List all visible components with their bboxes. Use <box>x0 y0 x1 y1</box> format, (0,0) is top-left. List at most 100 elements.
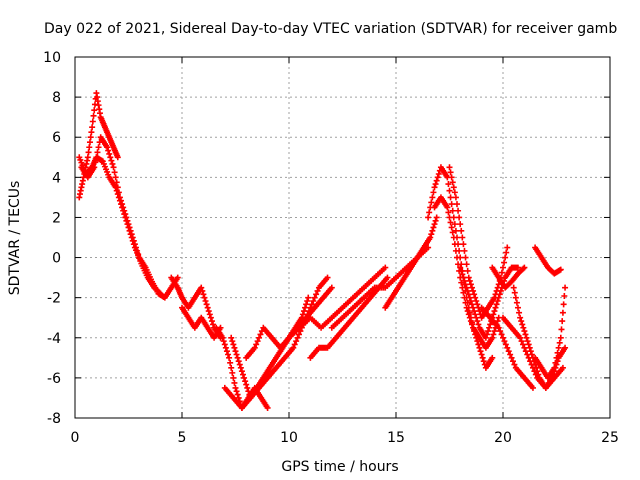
data-point <box>524 338 531 345</box>
data-point <box>86 139 93 146</box>
data-point <box>475 321 482 328</box>
data-point <box>199 287 206 294</box>
data-point <box>552 359 559 366</box>
data-point <box>559 364 566 371</box>
data-point <box>304 298 311 305</box>
data-point <box>471 291 478 298</box>
data-point <box>134 247 141 254</box>
data-point <box>131 241 138 248</box>
data-point <box>237 364 244 371</box>
data-point <box>555 344 562 351</box>
data-point <box>445 181 452 188</box>
data-point <box>527 348 534 355</box>
data-point <box>293 338 300 345</box>
series-arc10 <box>286 264 389 341</box>
data-point <box>104 144 111 151</box>
data-point <box>106 150 113 157</box>
data-point <box>483 331 490 338</box>
data-point <box>109 160 116 167</box>
series-arc18 <box>478 304 536 391</box>
data-point <box>88 129 95 136</box>
data-point <box>501 259 508 266</box>
data-point <box>429 227 436 234</box>
data-point <box>241 374 248 381</box>
data-point <box>92 159 99 166</box>
data-point <box>517 314 524 321</box>
data-point <box>472 311 479 318</box>
data-point <box>467 298 474 305</box>
y-tick-label: 10 <box>43 50 61 66</box>
data-point <box>305 294 312 301</box>
y-tick-label: 6 <box>52 130 61 146</box>
data-point <box>554 349 561 356</box>
data-point <box>126 224 133 231</box>
data-point <box>452 247 459 254</box>
series-arc13 <box>382 214 440 311</box>
data-point <box>233 388 240 395</box>
data-point <box>493 301 500 308</box>
data-point <box>207 314 214 321</box>
data-point <box>254 338 261 345</box>
data-point <box>476 344 483 351</box>
data-point <box>220 338 227 345</box>
data-point <box>431 184 438 191</box>
data-point <box>461 247 468 254</box>
data-point <box>471 308 478 315</box>
data-point <box>562 344 569 351</box>
data-point <box>466 314 473 321</box>
series-arc3 <box>78 134 181 301</box>
data-point <box>460 289 467 296</box>
data-point <box>478 351 485 358</box>
data-point <box>497 287 504 294</box>
data-point <box>242 378 249 385</box>
data-point <box>462 299 469 306</box>
data-point <box>533 364 540 371</box>
data-point <box>227 359 234 366</box>
data-point <box>523 334 530 341</box>
data-point <box>426 209 433 216</box>
data-point <box>91 107 98 114</box>
data-point <box>520 324 527 331</box>
data-point <box>468 321 475 328</box>
data-point <box>93 154 100 161</box>
data-point <box>559 318 566 325</box>
data-point <box>128 231 135 238</box>
plot-frame <box>74 56 611 419</box>
data-point <box>474 301 481 308</box>
data-point <box>234 354 241 361</box>
data-point <box>451 241 458 248</box>
data-point <box>107 154 114 161</box>
data-point <box>470 287 477 294</box>
data-point <box>229 369 236 376</box>
data-point <box>528 351 535 358</box>
data-point <box>494 298 501 305</box>
data-point <box>558 326 565 333</box>
x-axis-label: GPS time / hours <box>281 459 398 475</box>
data-point <box>470 304 477 311</box>
data-point <box>235 394 242 401</box>
data-point <box>235 358 242 365</box>
data-point <box>455 207 462 214</box>
data-point <box>495 324 502 331</box>
data-point <box>498 269 505 276</box>
data-point <box>464 267 471 274</box>
data-point <box>460 274 467 281</box>
data-point <box>433 214 440 221</box>
data-point <box>120 204 127 211</box>
data-point <box>511 361 518 368</box>
data-point <box>525 341 532 348</box>
data-point <box>291 341 298 348</box>
data-point <box>500 334 506 341</box>
data-point <box>520 265 527 272</box>
data-point <box>294 334 301 341</box>
x-tick-label: 25 <box>601 430 619 446</box>
data-point <box>127 227 134 234</box>
data-point <box>489 334 496 341</box>
series-arc7 <box>228 294 312 401</box>
data-point <box>452 194 459 201</box>
data-point <box>495 294 502 301</box>
y-tick-label: 2 <box>52 210 61 226</box>
data-point <box>461 294 468 301</box>
data-point <box>466 294 473 301</box>
